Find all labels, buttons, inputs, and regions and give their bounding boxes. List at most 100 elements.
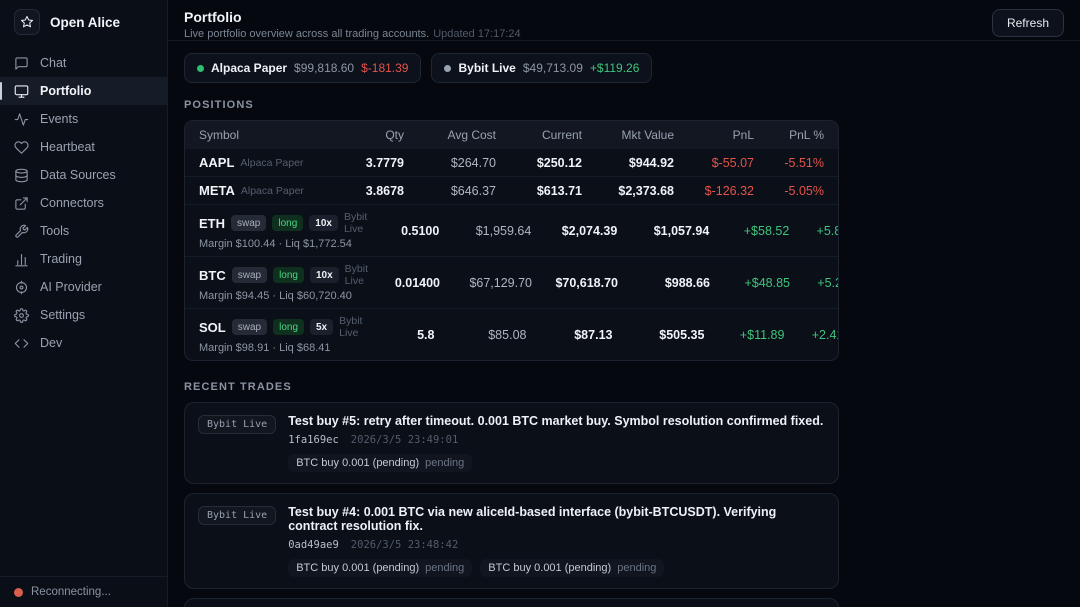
column-header-symbol: Symbol <box>199 128 240 142</box>
trade-meta: 1fa169ec 2026/3/5 23:49:01 <box>288 434 825 446</box>
position-account: Bybit Live <box>344 263 369 287</box>
position-qty: 0.5100 <box>401 223 440 238</box>
page-title: Portfolio <box>184 9 242 25</box>
symbol-cell: ETH swap long 10x Bybit Live Margin $100.44 ·… <box>189 205 377 256</box>
position-row-meta[interactable]: META Alpaca Paper 3.8678 $646.37 $613.71 $2,3… <box>185 176 838 204</box>
heart-icon <box>14 140 29 155</box>
position-symbol: BTC <box>199 267 226 283</box>
status-label: Reconnecting... <box>31 586 111 598</box>
sidebar-item-settings[interactable]: Settings <box>0 301 167 329</box>
position-margin-liq: Margin $100.44 · Liq $1,772.54 <box>199 238 352 250</box>
external-link-icon <box>14 196 29 211</box>
account-chip-alpaca-paper[interactable]: Alpaca Paper $99,818.60 $-181.39 <box>184 53 422 83</box>
account-chip-bybit-live[interactable]: Bybit Live $49,713.09 +$119.26 <box>431 53 653 83</box>
position-row-eth[interactable]: ETH swap long 10x Bybit Live Margin $100.44 ·… <box>185 204 838 256</box>
column-header-mkt-value: Mkt Value <box>621 128 674 142</box>
account-chips-row: Alpaca Paper $99,818.60 $-181.39 Bybit Live… <box>184 53 1064 83</box>
position-pnl-pct: -5.51% <box>784 155 824 170</box>
position-badge-10x: 10x <box>309 215 338 231</box>
position-current: $70,618.70 <box>555 275 619 290</box>
trade-order-chips: BTC buy 0.001 (pending) pending BTC buy 0.… <box>288 559 825 577</box>
position-account: Bybit Live <box>343 211 368 235</box>
sidebar-item-label: Data Sources <box>40 168 116 182</box>
position-avg-cost: $67,129.70 <box>469 275 533 290</box>
account-status-dot-icon <box>197 64 204 72</box>
trade-card[interactable]: Bybit Live Test buy #4: 0.001 BTC via new… <box>184 493 839 589</box>
sidebar-item-portfolio[interactable]: Portfolio <box>0 77 167 105</box>
position-account: Alpaca Paper <box>240 156 304 169</box>
trade-card[interactable]: Bybit Live Test buy #5: retry after timeo… <box>184 402 839 484</box>
position-pnl: +$58.52 <box>743 223 790 238</box>
sidebar-item-events[interactable]: Events <box>0 105 167 133</box>
symbol-cell: META Alpaca Paper <box>189 177 342 204</box>
symbol-cell: BTC swap long 10x Bybit Live Margin $94.45 · … <box>189 257 378 308</box>
position-symbol: ETH <box>199 215 225 231</box>
app-title: Open Alice <box>50 14 121 30</box>
account-name: Alpaca Paper <box>211 61 288 75</box>
page-content: Alpaca Paper $99,818.60 $-181.39 Bybit Live… <box>168 41 1080 607</box>
position-row-sol[interactable]: SOL swap long 5x Bybit Live Margin $98.91 · L… <box>185 308 838 360</box>
trade-title: Test buy #5: retry after timeout. 0.001 … <box>288 414 824 428</box>
sidebar-item-chat[interactable]: Chat <box>0 49 167 77</box>
page-subtitle: Live portfolio overview across all tradi… <box>184 28 521 40</box>
position-mkt-value: $988.66 <box>664 275 711 290</box>
position-mkt-value: $1,057.94 <box>653 223 710 238</box>
database-icon <box>14 168 29 183</box>
updated-timestamp: Updated 17:17:24 <box>433 28 521 40</box>
order-status: pending <box>617 562 657 574</box>
trade-title: Test buy #4: 0.001 BTC via new aliceId-b… <box>288 505 777 533</box>
position-qty: 3.7779 <box>365 155 404 170</box>
position-pnl: +$48.85 <box>744 275 791 290</box>
position-account: Alpaca Paper <box>240 184 304 197</box>
position-pnl: $-55.07 <box>711 155 754 170</box>
page-header: Portfolio Live portfolio overview across… <box>168 0 1080 41</box>
trade-hash: 0ad49ae9 <box>288 539 339 551</box>
position-mkt-value: $505.35 <box>659 327 705 342</box>
account-pnl: $-181.39 <box>361 61 409 75</box>
refresh-button[interactable]: Refresh <box>991 9 1064 37</box>
position-badge-5x: 5x <box>310 319 334 335</box>
sidebar: Open Alice Chat Portfolio Events Heartbeat D… <box>0 0 168 607</box>
position-symbol: AAPL <box>199 155 235 170</box>
connection-status: Reconnecting... <box>0 576 167 607</box>
sidebar-item-connectors[interactable]: Connectors <box>0 189 167 217</box>
bar-chart-icon <box>14 252 29 267</box>
sidebar-item-tools[interactable]: Tools <box>0 217 167 245</box>
wrench-icon <box>14 224 29 239</box>
trade-card-body: Test buy #4: 0.001 BTC via new aliceId-b… <box>288 505 825 577</box>
position-pnl-pct: +5.86% <box>816 223 838 238</box>
order-chip: BTC buy 0.001 (pending) pending <box>288 559 473 577</box>
account-balance: $49,713.09 <box>522 61 583 75</box>
code-icon <box>14 336 29 351</box>
column-header-qty: Qty <box>385 128 404 142</box>
sidebar-item-trading[interactable]: Trading <box>0 245 167 273</box>
order-status: pending <box>425 562 465 574</box>
sidebar-item-data-sources[interactable]: Data Sources <box>0 161 167 189</box>
position-avg-cost: $85.08 <box>488 327 527 342</box>
sidebar-item-heartbeat[interactable]: Heartbeat <box>0 133 167 161</box>
position-badge-swap: swap <box>231 215 267 231</box>
account-name: Bybit Live <box>458 61 516 75</box>
trade-order-chips: BTC buy 0.001 (pending) pending <box>288 454 825 472</box>
order-label: BTC buy 0.001 (pending) <box>296 562 420 574</box>
sidebar-item-label: AI Provider <box>40 280 102 294</box>
position-row-btc[interactable]: BTC swap long 10x Bybit Live Margin $94.45 · … <box>185 256 838 308</box>
position-margin-liq: Margin $98.91 · Liq $68.41 <box>199 342 331 354</box>
chat-icon <box>14 56 29 71</box>
sidebar-nav: Chat Portfolio Events Heartbeat Data Sources… <box>0 49 167 357</box>
position-qty: 3.8678 <box>365 183 404 198</box>
sidebar-item-dev[interactable]: Dev <box>0 329 167 357</box>
monitor-icon <box>14 84 29 99</box>
sidebar-item-label: Connectors <box>40 196 104 210</box>
target-icon <box>14 280 29 295</box>
order-label: BTC buy 0.001 (pending) <box>296 457 420 469</box>
position-symbol: META <box>199 183 235 198</box>
position-row-aapl[interactable]: AAPL Alpaca Paper 3.7779 $264.70 $250.12 $944… <box>185 149 838 176</box>
position-qty: 5.8 <box>417 327 435 342</box>
sidebar-item-label: Trading <box>40 252 82 266</box>
position-badge-long: long <box>273 267 304 283</box>
sidebar-item-ai-provider[interactable]: AI Provider <box>0 273 167 301</box>
position-current: $87.13 <box>574 327 613 342</box>
